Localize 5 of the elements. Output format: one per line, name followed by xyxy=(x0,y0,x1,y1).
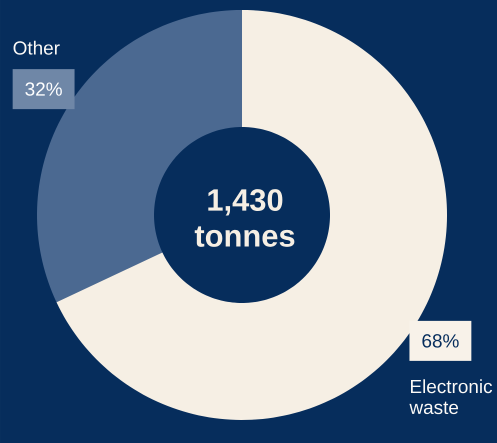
slice-label: Other xyxy=(14,40,60,55)
text: 1,430 tonnes xyxy=(194,189,294,247)
data-label: 68% xyxy=(422,334,459,348)
legend-label: Electronic waste xyxy=(409,379,492,414)
data-label: 32% xyxy=(25,82,62,96)
